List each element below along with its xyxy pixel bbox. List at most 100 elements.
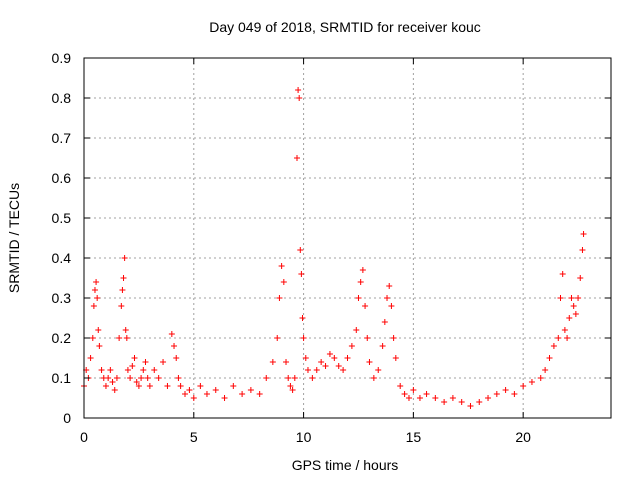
data-point — [123, 335, 130, 341]
data-point — [131, 355, 138, 361]
data-point — [340, 367, 347, 373]
data-point — [93, 279, 100, 285]
data-point — [502, 387, 509, 393]
data-point — [366, 359, 373, 365]
axis-ticks: 0 5 10 15 20 0 0.1 0.2 0.3 0.4 0.5 0.6 0.7 0.8 0.9 — [52, 50, 611, 445]
data-point — [557, 295, 564, 301]
data-point — [575, 295, 582, 301]
data-point — [129, 363, 136, 369]
data-point — [370, 375, 377, 381]
data-point — [542, 367, 549, 373]
data-point — [493, 391, 500, 397]
data-point — [432, 395, 439, 401]
data-point — [138, 375, 145, 381]
data-point — [353, 327, 360, 333]
data-point — [416, 395, 423, 401]
x-tick-label: 5 — [190, 429, 198, 445]
data-point — [331, 355, 338, 361]
data-point — [550, 343, 557, 349]
data-point — [476, 399, 483, 405]
data-point — [90, 303, 97, 309]
data-point — [318, 359, 325, 365]
y-tick-label: 0.8 — [52, 90, 72, 106]
data-point — [146, 383, 153, 389]
data-point — [289, 387, 296, 393]
data-point — [579, 247, 586, 253]
data-point — [212, 387, 219, 393]
plot-frame — [83, 57, 612, 419]
data-point — [168, 331, 175, 337]
data-point — [379, 343, 386, 349]
data-point — [384, 295, 391, 301]
data-point — [528, 379, 535, 385]
data-point — [390, 335, 397, 341]
data-point — [293, 155, 300, 161]
data-point — [309, 375, 316, 381]
data-point — [140, 367, 147, 373]
data-point — [160, 359, 167, 365]
x-tick-label: 20 — [515, 429, 531, 445]
y-axis-label: SRMTID / TECUs — [6, 183, 22, 293]
data-point — [155, 375, 162, 381]
data-point — [348, 343, 355, 349]
y-tick-label: 0.5 — [52, 210, 72, 226]
data-point — [423, 391, 430, 397]
data-point — [135, 383, 142, 389]
data-point — [278, 263, 285, 269]
data-point — [280, 279, 287, 285]
data-point — [322, 363, 329, 369]
data-point — [171, 343, 178, 349]
data-point — [555, 335, 562, 341]
data-point — [102, 383, 109, 389]
data-point — [449, 395, 456, 401]
y-tick-label: 0.7 — [52, 130, 72, 146]
data-point — [105, 375, 112, 381]
data-point — [304, 367, 311, 373]
data-point — [401, 391, 408, 397]
data-point — [111, 387, 118, 393]
data-point — [144, 375, 151, 381]
data-point — [357, 279, 364, 285]
data-point — [458, 399, 465, 405]
data-point — [96, 343, 103, 349]
data-point — [467, 403, 474, 409]
data-point — [256, 391, 263, 397]
data-point — [133, 379, 140, 385]
data-point — [87, 355, 94, 361]
data-point — [182, 391, 189, 397]
data-point — [570, 303, 577, 309]
y-tick-label: 0.3 — [52, 290, 72, 306]
data-point — [263, 375, 270, 381]
data-point — [121, 255, 128, 261]
data-point — [297, 247, 304, 253]
data-point — [388, 303, 395, 309]
data-point — [580, 231, 587, 237]
data-point — [107, 367, 114, 373]
data-point — [572, 311, 579, 317]
data-point — [296, 95, 303, 101]
data-point — [89, 335, 96, 341]
data-point — [276, 295, 283, 301]
data-point — [247, 387, 254, 393]
data-point — [151, 367, 158, 373]
data-point — [298, 271, 305, 277]
data-point — [109, 379, 116, 385]
y-tick-label: 0.6 — [52, 170, 72, 186]
data-point — [177, 383, 184, 389]
data-point — [197, 383, 204, 389]
data-point — [116, 335, 123, 341]
chart-title: Day 049 of 2018, SRMTID for receiver kou… — [209, 19, 481, 35]
data-point — [511, 391, 518, 397]
y-tick-label: 0.4 — [52, 250, 72, 266]
data-point — [546, 355, 553, 361]
data-point — [392, 355, 399, 361]
data-point — [283, 359, 290, 365]
data-point — [313, 367, 320, 373]
data-point — [120, 275, 127, 281]
data-point — [274, 335, 281, 341]
data-point — [577, 275, 584, 281]
x-tick-label: 15 — [406, 429, 422, 445]
y-tick-label: 0.2 — [52, 330, 72, 346]
data-point — [410, 387, 417, 393]
data-point — [537, 375, 544, 381]
